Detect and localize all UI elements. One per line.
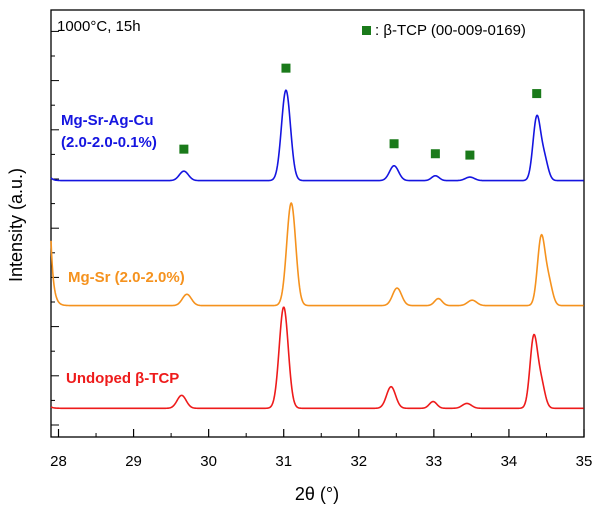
legend-marker-icon	[362, 26, 371, 35]
series-line-undoped-tcp	[50, 306, 584, 410]
x-axis-label: 2θ (°)	[295, 484, 339, 504]
series-label-mg-sr-ag-cu: Mg-Sr-Ag-Cu	[61, 112, 153, 129]
x-tick-label: 35	[576, 453, 593, 470]
beta-tcp-marker	[532, 89, 542, 99]
beta-tcp-marker	[465, 150, 475, 160]
reference-markers	[179, 63, 542, 160]
x-tick-label: 28	[50, 453, 67, 470]
x-tick-label: 33	[426, 453, 443, 470]
axis-ticks: 28 29 30 31 32 33 34 35	[50, 30, 593, 470]
series-line-mg-sr-ag-cu	[50, 89, 584, 182]
beta-tcp-marker	[430, 149, 440, 159]
annotation-temperature: 1000°C, 15h	[57, 18, 141, 35]
x-tick-label: 30	[200, 453, 217, 470]
series-line-mg-sr	[50, 202, 584, 307]
series-label-undoped: Undoped β-TCP	[66, 370, 179, 387]
series-lines	[50, 89, 584, 410]
legend-label: : β-TCP (00-009-0169)	[375, 22, 526, 39]
x-tick-label: 34	[501, 453, 518, 470]
y-axis-label: Intensity (a.u.)	[6, 168, 26, 282]
series-label-mg-sr: Mg-Sr (2.0-2.0%)	[68, 269, 185, 286]
beta-tcp-marker	[179, 144, 189, 154]
x-tick-label: 31	[275, 453, 292, 470]
plot-frame	[50, 9, 585, 438]
series-label-mg-sr-ag-cu-composition: (2.0-2.0-0.1%)	[61, 134, 157, 151]
x-tick-label: 29	[125, 453, 142, 470]
x-tick-label: 32	[350, 453, 367, 470]
beta-tcp-marker	[281, 63, 291, 73]
beta-tcp-marker	[389, 139, 399, 149]
